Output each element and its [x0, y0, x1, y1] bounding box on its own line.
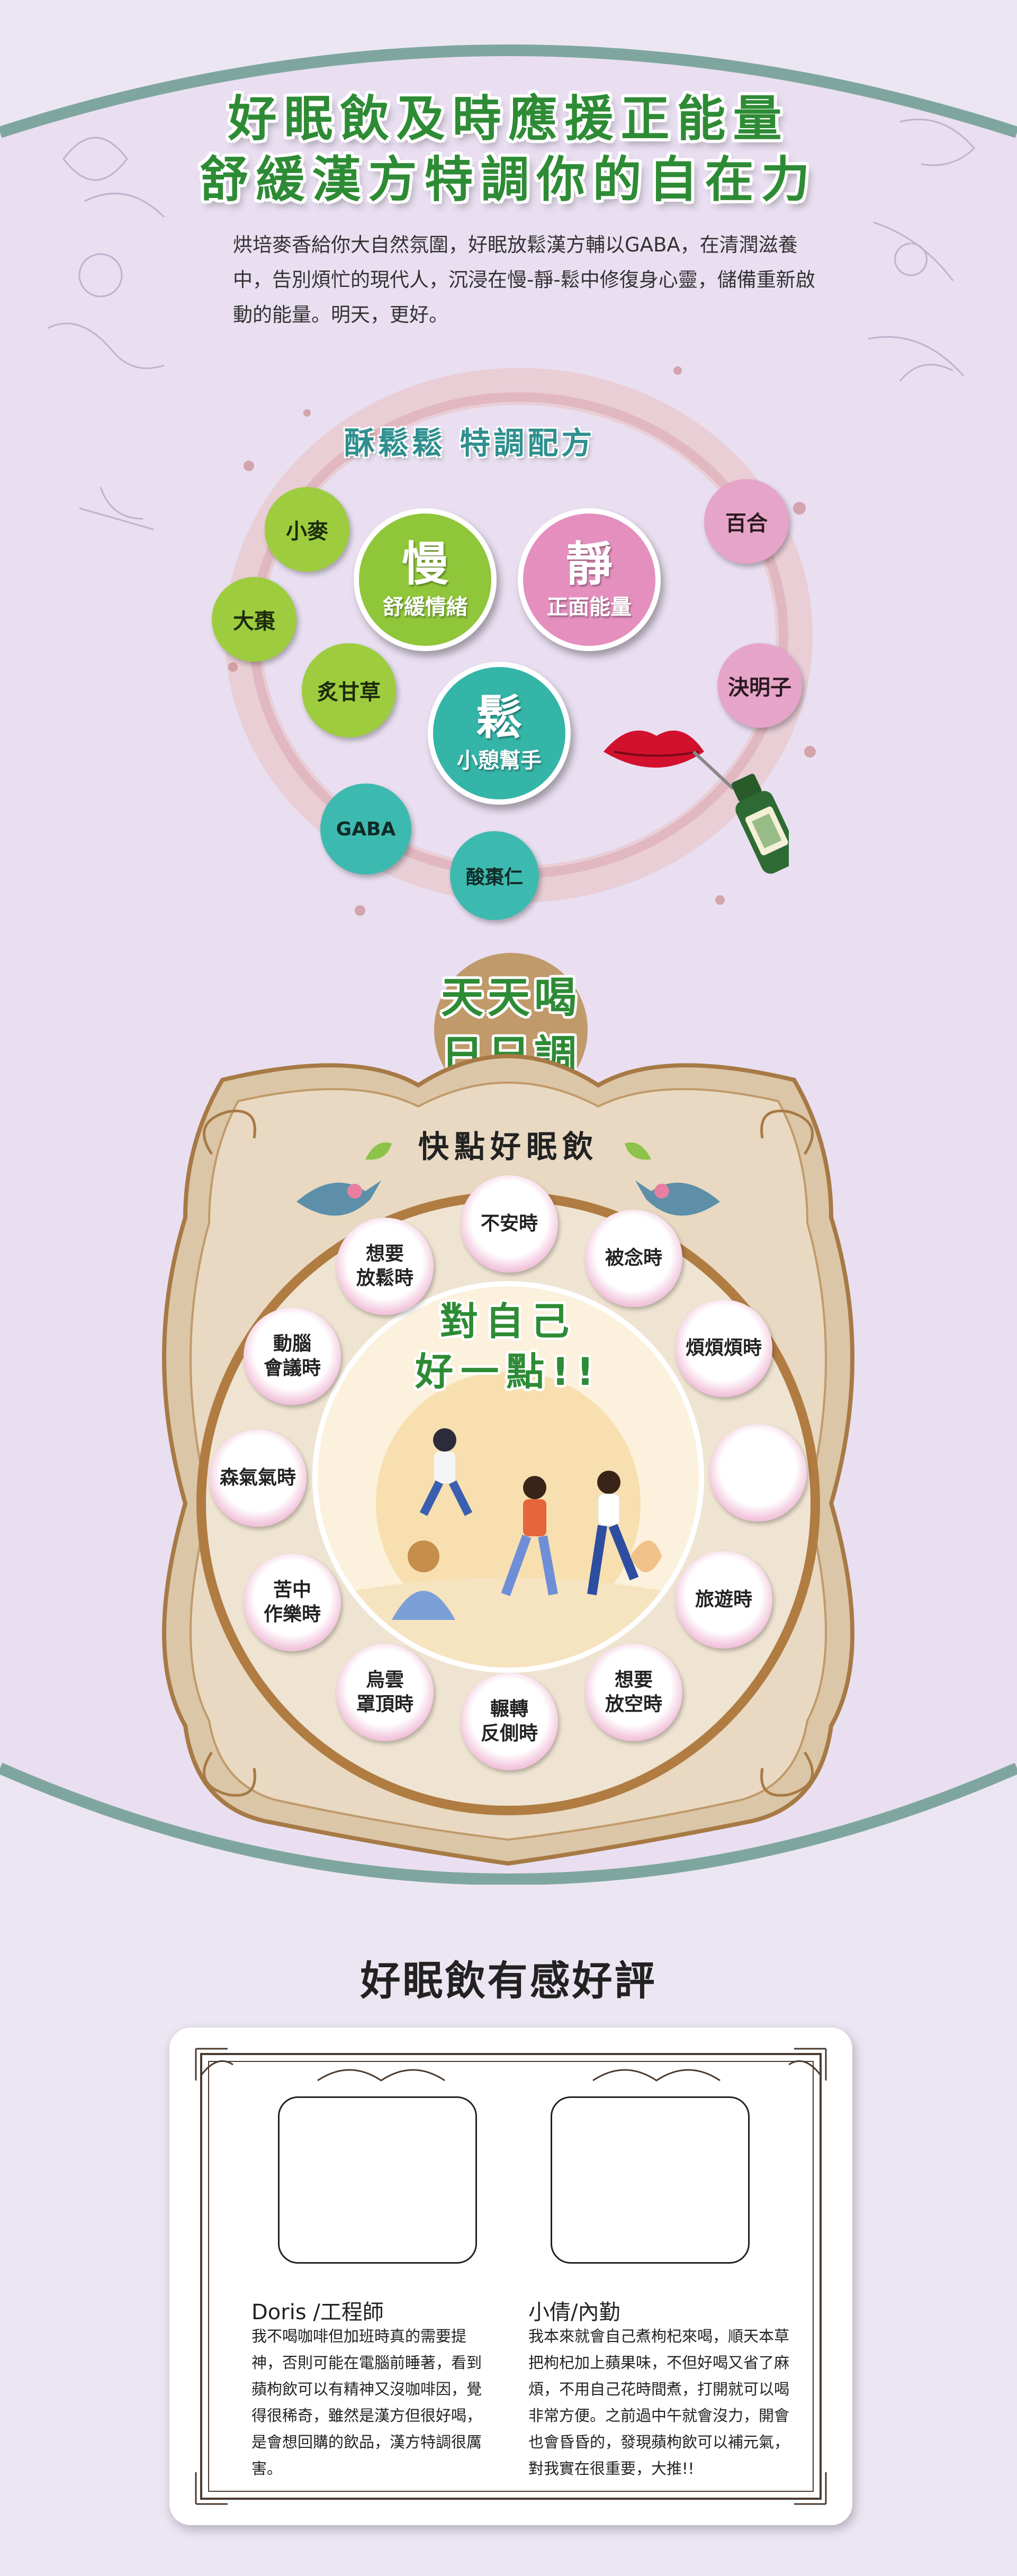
reviews-title: 好眠飲有感好評: [360, 1957, 657, 2004]
mood-irritated: 煩煩煩時: [675, 1300, 772, 1397]
ingredient-label: 炙甘草: [317, 680, 381, 705]
mood-label: 旅遊時: [695, 1589, 752, 1610]
pillar-subtitle: 正面能量: [547, 595, 632, 619]
reviewer-photo-left: [278, 2096, 477, 2264]
headline-line-1: 好眠飲及時應援正能量: [228, 91, 789, 147]
pillar-relax: 鬆 小憩幫手: [428, 662, 571, 805]
pillar-slow: 慢 舒緩情緒: [354, 508, 497, 651]
mood-blank: 想要 放空時: [585, 1644, 682, 1741]
review-text-left: 我不喝咖啡但加班時真的需要提神，否則可能在電腦前睡著，看到蘋枸飲可以有精神又沒咖…: [251, 2327, 482, 2478]
reviewer-name-left: Doris /工程師: [251, 2300, 384, 2325]
pillar-char: 慢: [401, 537, 448, 591]
mood-empty-bubble: [709, 1424, 807, 1521]
ingredient-label: 酸棗仁: [465, 867, 523, 888]
mood-relax: 想要 放鬆時: [336, 1218, 434, 1315]
review-text-right: 我本來就會自己煮枸杞來喝，順天本草把枸杞加上蘋果味，不但好喝又省了麻煩，不用自己…: [528, 2327, 790, 2478]
intro-paragraph: 烘培麥香給你大自然氛圍，好眠放鬆漢方輔以GABA，在清潤滋養中，告別煩忙的現代人…: [233, 233, 815, 326]
mood-label: 森氣氣時: [219, 1467, 296, 1489]
reviews-card-ornament: [195, 2048, 827, 2505]
ingredient-label: 小麥: [286, 519, 328, 544]
mood-anxious: 不安時: [461, 1175, 558, 1273]
pillar-subtitle: 舒緩情緒: [383, 595, 467, 619]
ingredient-label: 百合: [725, 511, 768, 536]
mood-title: 快點好眠飲: [418, 1129, 598, 1165]
mood-label: 煩煩煩時: [685, 1337, 762, 1359]
mood-label: 被念時: [605, 1247, 662, 1269]
pillar-char: 靜: [565, 537, 613, 591]
ingredient-jujube: 大棗: [212, 577, 296, 662]
mood-cloudy: 烏雲 罩頂時: [336, 1644, 434, 1741]
ingredient-label: GABA: [336, 818, 396, 840]
headline-line-2: 舒緩漢方特調你的自在力: [200, 151, 817, 208]
mood-label: 烏雲 罩頂時: [356, 1669, 413, 1715]
mood-label: 想要 放空時: [605, 1669, 662, 1715]
ingredient-wheat: 小麥: [265, 487, 349, 572]
center-slogan-1: 對自己: [439, 1299, 577, 1344]
mood-tossing: 輾轉 反側時: [461, 1673, 558, 1770]
mood-hardship: 苦中 作樂時: [244, 1554, 341, 1651]
ingredient-label: 決明子: [728, 675, 791, 700]
ingredient-gaba: GABA: [320, 783, 411, 875]
mood-label: 不安時: [480, 1213, 538, 1235]
mood-label: 想要 放鬆時: [356, 1243, 413, 1289]
reviewer-name-right: 小倩/內勤: [528, 2300, 620, 2325]
mood-label: 苦中 作樂時: [263, 1579, 321, 1625]
mood-gloomy: 森氣氣時: [209, 1429, 307, 1527]
pillar-char: 鬆: [475, 690, 523, 745]
pillar-subtitle: 小憩幫手: [457, 749, 542, 773]
formula-title: 酥鬆鬆 特調配方: [344, 425, 596, 461]
reviewer-photo-right: [551, 2096, 750, 2264]
center-illustration: [312, 1281, 704, 1673]
lips-bottle-illustration: [604, 731, 789, 874]
mood-travel: 旅遊時: [675, 1551, 772, 1649]
pillar-calm: 靜 正面能量: [518, 508, 661, 651]
ingredient-ziziphus: 酸棗仁: [450, 831, 539, 920]
ingredient-label: 大棗: [233, 609, 275, 634]
ingredient-cassia: 決明子: [717, 643, 802, 728]
daily-line-1: 天天喝: [441, 973, 581, 1022]
center-slogan-2: 好一點!!: [415, 1349, 601, 1394]
ingredient-lily: 百合: [704, 479, 789, 564]
mood-label: 動腦 會議時: [263, 1333, 321, 1379]
mood-missing: 被念時: [585, 1210, 682, 1307]
ingredient-licorice: 炙甘草: [302, 643, 396, 737]
mood-label: 輾轉 反側時: [480, 1698, 538, 1744]
mood-meeting: 動腦 會議時: [244, 1308, 341, 1405]
